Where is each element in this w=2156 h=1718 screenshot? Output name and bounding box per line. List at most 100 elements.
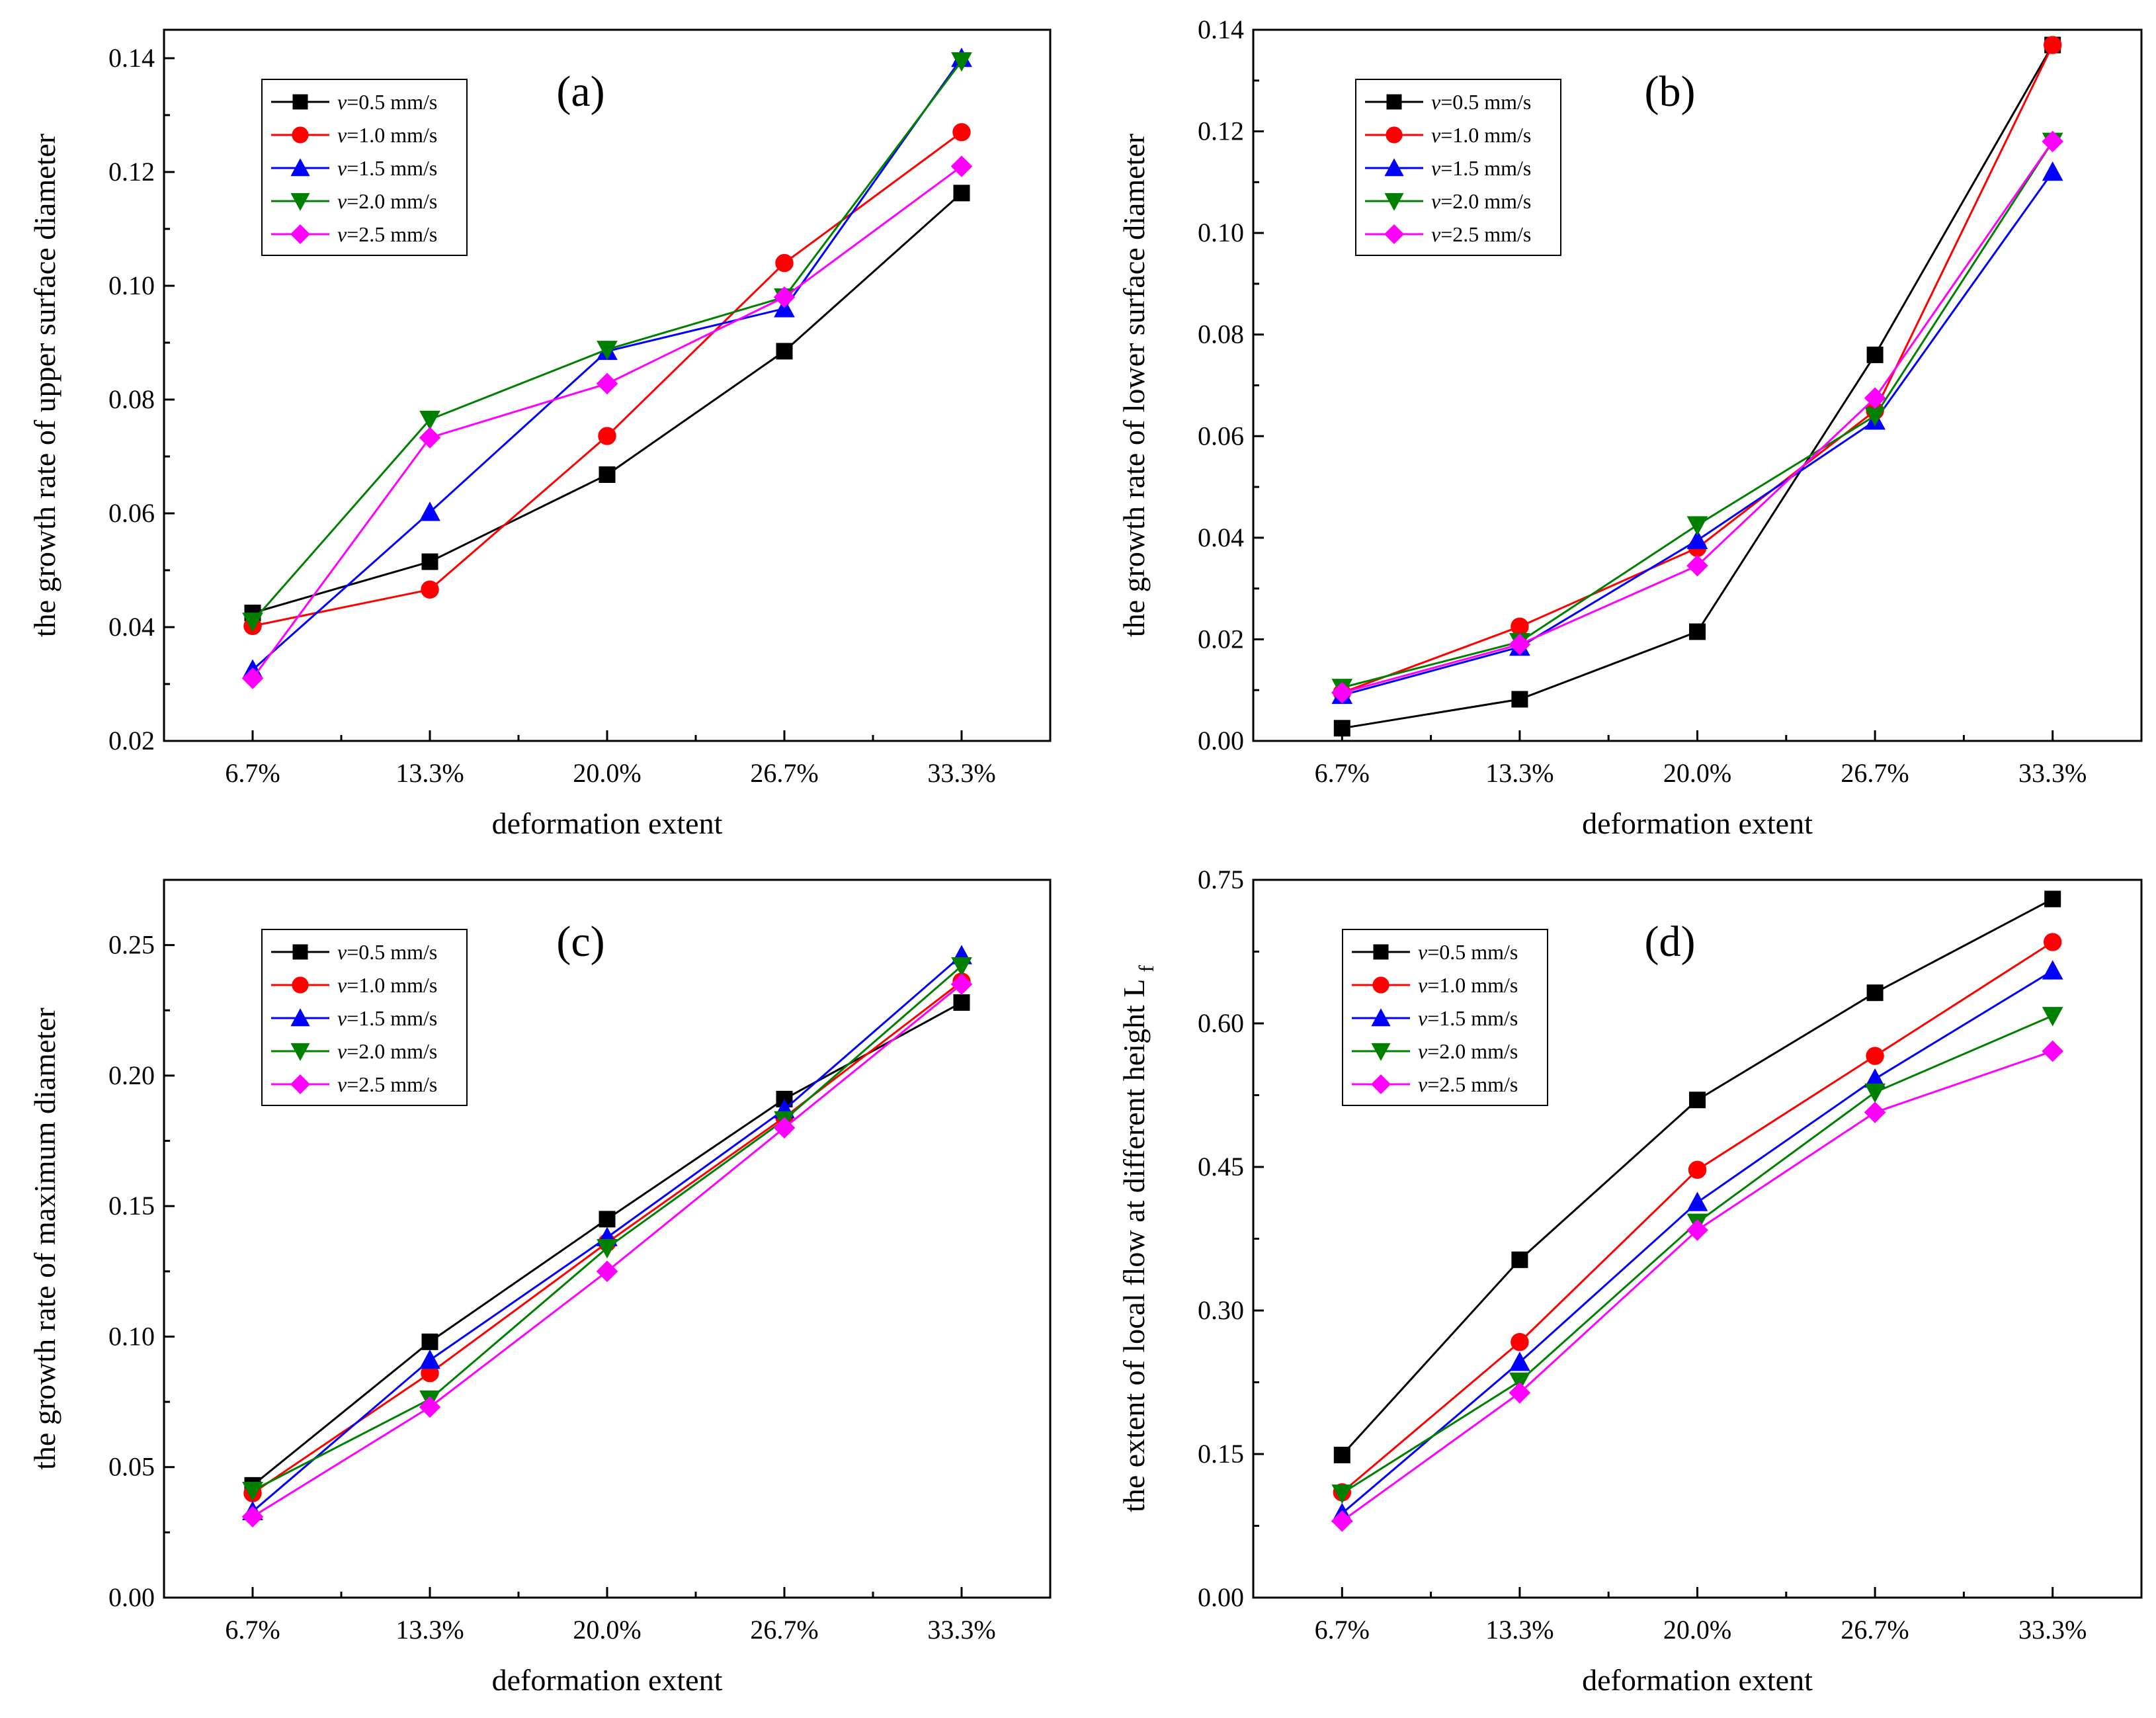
y-tick-label: 0.06: [108, 498, 155, 528]
data-point: [1511, 617, 1529, 636]
legend-swatch-marker: [292, 126, 309, 144]
chart-panel: 0.00 0.15 0.30 0.45 0.60 0.75 6.7% 13.3% 20.0% 26…: [1117, 865, 2143, 1697]
legend-swatch-marker: [1373, 944, 1389, 960]
legend-swatch-marker: [290, 224, 311, 245]
x-tick-label: 26.7%: [1841, 1615, 1909, 1645]
y-tick-label: 0.10: [108, 1321, 155, 1351]
legend-entry: v=1.5 mm/s: [337, 156, 437, 180]
y-tick-label: 0.14: [1198, 15, 1244, 44]
data-point: [241, 667, 264, 689]
legend: v=0.5 mm/s v=1.0 mm/s v=1.5 mm/s v=2.0 mm/s…: [1342, 929, 1548, 1106]
y-axis-label: the growth rate of lower surface diamete…: [1117, 134, 1151, 637]
legend-swatch-marker: [290, 193, 310, 211]
data-point: [599, 1211, 616, 1228]
data-point: [1331, 681, 1353, 704]
data-point: [2042, 130, 2064, 153]
data-point: [419, 410, 440, 431]
y-tick-label: 0.25: [108, 930, 155, 960]
panel-label: (b): [1645, 67, 1696, 116]
data-point: [952, 123, 971, 142]
x-tick-label: 13.3%: [1485, 1615, 1554, 1645]
legend: v=0.5 mm/s v=1.0 mm/s v=1.5 mm/s v=2.0 mm/s…: [261, 929, 468, 1106]
y-tick-label: 0.15: [108, 1191, 155, 1221]
legend-entry: v=2.5 mm/s: [1431, 222, 1531, 246]
data-point: [1866, 984, 1884, 1002]
y-tick-label: 0.20: [108, 1060, 155, 1090]
legend-entry: v=1.0 mm/s: [337, 973, 437, 997]
x-axis-label: deformation extent: [1582, 1663, 1813, 1697]
chart-panel: 0.02 0.04 0.06 0.08 0.10 0.12 0.14 6.7% 13.3% 20.…: [28, 28, 1052, 840]
data-point: [598, 427, 616, 445]
data-point: [1866, 346, 1884, 363]
data-point: [951, 957, 972, 977]
data-point: [1509, 1382, 1531, 1404]
x-tick-label: 13.3%: [1485, 758, 1554, 788]
series-line: [252, 192, 962, 614]
data-point: [419, 1396, 441, 1418]
x-tick-label: 6.7%: [1315, 1615, 1370, 1645]
data-point: [1689, 623, 1706, 640]
chart-panel: 0.00 0.02 0.04 0.06 0.08 0.10 0.12 0.14 6.7% 13.3…: [1117, 15, 2143, 840]
data-point: [951, 52, 972, 72]
data-point: [1331, 1484, 1353, 1504]
x-tick-label: 26.7%: [1841, 758, 1909, 788]
y-tick-label: 0.00: [1198, 1582, 1244, 1612]
legend-swatch-marker: [1371, 1043, 1391, 1061]
y-tick-label: 0.08: [108, 384, 155, 414]
x-tick-label: 6.7%: [225, 758, 280, 788]
y-tick-label: 0.00: [108, 1582, 155, 1612]
y-tick-label: 0.60: [1198, 1008, 1244, 1038]
data-point: [597, 1239, 618, 1259]
data-point: [1689, 1092, 1706, 1109]
legend-swatch-marker: [290, 1074, 311, 1095]
legend: v=0.5 mm/s v=1.0 mm/s v=1.5 mm/s v=2.0 mm/s…: [261, 79, 468, 256]
x-tick-label: 33.3%: [2018, 1615, 2087, 1645]
y-tick-label: 0.05: [108, 1452, 155, 1482]
data-point: [1686, 554, 1708, 577]
legend-entry: v=1.0 mm/s: [337, 123, 437, 147]
legend-swatch-marker: [292, 94, 308, 110]
y-tick-label: 0.08: [1198, 320, 1244, 349]
data-point: [1331, 1510, 1353, 1532]
x-tick-label: 13.3%: [395, 758, 464, 788]
x-axis-label: deformation extent: [492, 1663, 723, 1697]
y-tick-label: 0.45: [1198, 1152, 1244, 1181]
data-point: [596, 372, 618, 395]
legend-entry: v=0.5 mm/s: [1418, 940, 1518, 964]
x-tick-label: 33.3%: [927, 1615, 995, 1645]
legend-entry: v=1.5 mm/s: [1431, 156, 1531, 180]
x-tick-label: 6.7%: [1315, 758, 1370, 788]
y-tick-label: 0.12: [1198, 116, 1244, 146]
data-point: [775, 253, 794, 273]
legend-entry: v=2.5 mm/s: [337, 222, 437, 246]
x-tick-label: 20.0%: [1663, 758, 1731, 788]
data-point: [1511, 1251, 1528, 1268]
legend-swatch-marker: [290, 1043, 310, 1061]
y-axis-label: the growth rate of maximum diameter: [28, 1008, 62, 1470]
y-axis-label: the extent of local flow at different he…: [1117, 965, 1158, 1512]
legend-entry: v=1.5 mm/s: [1418, 1006, 1518, 1030]
data-point: [1333, 720, 1350, 737]
legend-swatch-marker: [1384, 193, 1404, 211]
data-point: [2042, 960, 2063, 980]
data-point: [1686, 1191, 1708, 1211]
legend-swatch-marker: [1386, 126, 1403, 144]
data-point: [1864, 387, 1886, 409]
legend-entry: v=2.5 mm/s: [1418, 1072, 1518, 1096]
data-point: [242, 1481, 263, 1502]
data-point: [950, 155, 973, 177]
y-tick-label: 0.10: [108, 271, 155, 300]
y-tick-label: 0.14: [108, 43, 155, 73]
legend-swatch-marker: [1372, 976, 1389, 994]
chart-panel: 0.00 0.05 0.10 0.15 0.20 0.25 6.7% 13.3% 20.0% 26…: [28, 879, 1052, 1697]
y-tick-label: 0.30: [1198, 1295, 1244, 1325]
x-tick-label: 20.0%: [573, 758, 641, 788]
data-point: [1511, 1333, 1529, 1352]
y-tick-label: 0.04: [108, 612, 155, 642]
legend-swatch-marker: [1386, 94, 1402, 110]
data-point: [1333, 1446, 1350, 1463]
legend-swatch-marker: [1371, 1008, 1391, 1027]
data-point: [1688, 1160, 1707, 1180]
data-point: [1686, 1219, 1708, 1241]
data-point: [950, 973, 973, 996]
